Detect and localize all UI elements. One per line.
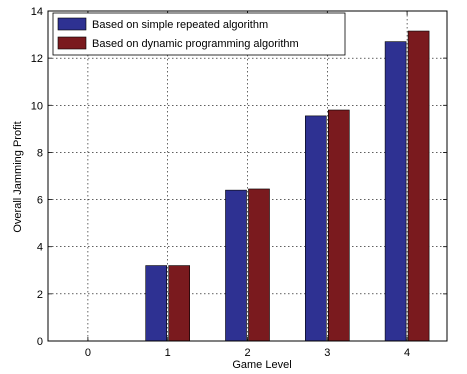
y-tick-label: 10 — [31, 100, 43, 112]
y-tick-label: 8 — [37, 147, 43, 159]
legend-label-dynamic-programming: Based on dynamic programming algorithm — [92, 38, 299, 50]
y-tick-labels: 0 2 4 6 8 10 12 14 — [31, 6, 43, 348]
y-axis-label: Overall Jamming Profit — [12, 121, 24, 232]
x-tick-label: 0 — [85, 347, 91, 359]
x-tick-label: 1 — [165, 347, 171, 359]
x-tick-label: 4 — [404, 347, 410, 359]
x-axis-label: Game Level — [232, 359, 291, 371]
legend-box — [52, 12, 346, 56]
bar-series-1-level-1 — [168, 265, 190, 342]
y-tick-label: 14 — [31, 6, 43, 18]
x-tick-label: 3 — [324, 347, 330, 359]
gridlines — [48, 11, 447, 341]
bar-series-1-level-2 — [248, 188, 270, 342]
legend-swatch-dynamic-programming — [57, 36, 87, 50]
y-tick-label: 12 — [31, 53, 43, 65]
bar-series-1-level-4 — [407, 30, 430, 342]
legend-label-simple-repeated: Based on simple repeated algorithm — [92, 19, 268, 31]
y-tick-label: 4 — [37, 242, 43, 254]
y-tick-label: 0 — [37, 336, 43, 348]
x-tick-labels: 0 1 2 3 4 — [85, 347, 410, 359]
bar-series-0-level-1 — [145, 265, 167, 342]
y-tick-label: 2 — [37, 289, 43, 301]
bar-series-0-level-4 — [384, 41, 407, 342]
bars — [145, 30, 430, 342]
axes — [47, 10, 448, 342]
x-tick-label: 2 — [244, 347, 250, 359]
bar-series-0-level-2 — [225, 189, 247, 342]
legend: Based on simple repeated algorithm Based… — [52, 12, 346, 56]
bar-series-1-level-3 — [327, 109, 350, 342]
y-tick-label: 6 — [37, 195, 43, 207]
bar-series-0-level-3 — [304, 115, 327, 342]
legend-swatch-simple-repeated — [57, 17, 87, 31]
